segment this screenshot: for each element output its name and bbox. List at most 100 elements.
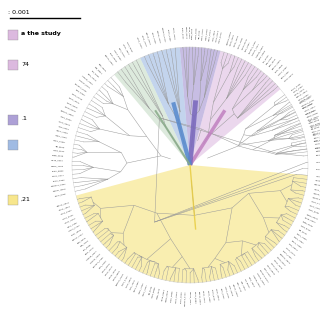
Text: GD01_8293: GD01_8293 bbox=[315, 180, 320, 183]
Text: GD01_7615: GD01_7615 bbox=[58, 205, 71, 211]
Text: ECoV_1716: ECoV_1716 bbox=[310, 201, 320, 206]
Text: ZC45_8484: ZC45_8484 bbox=[194, 291, 196, 303]
Text: MERS_5786: MERS_5786 bbox=[306, 112, 319, 118]
Text: OC43_0312: OC43_0312 bbox=[51, 160, 64, 162]
Text: HKU9_0451: HKU9_0451 bbox=[276, 256, 286, 266]
Text: MHV_5906: MHV_5906 bbox=[288, 243, 298, 252]
Text: 74: 74 bbox=[21, 61, 29, 67]
Text: Rs3_7906: Rs3_7906 bbox=[308, 116, 318, 122]
Text: MHV_7932: MHV_7932 bbox=[314, 139, 320, 142]
Text: IBV_5337: IBV_5337 bbox=[311, 126, 320, 130]
Text: .1: .1 bbox=[21, 116, 27, 122]
Text: FS01_1828: FS01_1828 bbox=[71, 229, 82, 236]
Text: 229E_2975: 229E_2975 bbox=[308, 118, 320, 124]
Text: SC01_6137: SC01_6137 bbox=[211, 289, 215, 301]
Text: ECoV_2405: ECoV_2405 bbox=[302, 102, 314, 109]
Text: SARS_5072: SARS_5072 bbox=[219, 30, 223, 43]
Text: WIV04_1762: WIV04_1762 bbox=[300, 96, 312, 104]
Text: SHC014_7030: SHC014_7030 bbox=[248, 40, 257, 54]
Text: HN01_5721: HN01_5721 bbox=[316, 161, 320, 163]
Text: NL63_9889: NL63_9889 bbox=[152, 286, 156, 298]
Text: HCoV_9609: HCoV_9609 bbox=[314, 142, 320, 145]
Text: CCoV_2277: CCoV_2277 bbox=[52, 174, 64, 177]
Wedge shape bbox=[180, 47, 220, 165]
Text: ZXC21_8107: ZXC21_8107 bbox=[145, 32, 151, 46]
Text: BJ01_0122: BJ01_0122 bbox=[220, 287, 224, 299]
Text: Rp3_7178: Rp3_7178 bbox=[236, 282, 242, 292]
Text: TGEV_4176: TGEV_4176 bbox=[202, 27, 205, 40]
Text: OC43_2800: OC43_2800 bbox=[304, 217, 316, 224]
Text: WIV04_4504: WIV04_4504 bbox=[52, 188, 66, 192]
Text: MERS_9902: MERS_9902 bbox=[306, 213, 318, 220]
Text: HKU4_6477: HKU4_6477 bbox=[270, 262, 279, 273]
Text: YN01_6941: YN01_6941 bbox=[315, 146, 320, 149]
Text: BCoV_8774: BCoV_8774 bbox=[209, 28, 212, 41]
Text: FS01_5486: FS01_5486 bbox=[314, 138, 320, 142]
Text: 229E_2340: 229E_2340 bbox=[302, 221, 314, 228]
Text: SHC014_0721: SHC014_0721 bbox=[74, 83, 88, 93]
Text: BCoV_4303: BCoV_4303 bbox=[55, 130, 68, 134]
Text: ZXC21_0940: ZXC21_0940 bbox=[56, 201, 70, 207]
Text: TGEV_4435: TGEV_4435 bbox=[296, 232, 307, 240]
Text: HKU9_2850: HKU9_2850 bbox=[113, 270, 121, 281]
Text: Rs3_2788: Rs3_2788 bbox=[265, 55, 273, 65]
Text: HKU5_6391: HKU5_6391 bbox=[66, 101, 78, 108]
Text: GX01_5160: GX01_5160 bbox=[60, 209, 73, 215]
Text: TGEV_0267: TGEV_0267 bbox=[311, 128, 320, 133]
Text: bat-SL_1559: bat-SL_1559 bbox=[272, 59, 282, 70]
Text: WIV04_4717: WIV04_4717 bbox=[313, 192, 320, 197]
Text: PEDV_4932: PEDV_4932 bbox=[312, 132, 320, 136]
Text: MHV_7669: MHV_7669 bbox=[212, 29, 216, 41]
Text: ZC45_6069: ZC45_6069 bbox=[298, 93, 309, 101]
Text: GD01_2730: GD01_2730 bbox=[140, 35, 147, 47]
Text: 229E_2450: 229E_2450 bbox=[192, 27, 194, 39]
Text: LYRa11_3459: LYRa11_3459 bbox=[255, 272, 265, 285]
Text: SC01_2229: SC01_2229 bbox=[62, 213, 74, 220]
Text: BCoV_6882: BCoV_6882 bbox=[134, 280, 140, 292]
Text: MERS_8171: MERS_8171 bbox=[185, 26, 187, 39]
Text: CCoV_7967: CCoV_7967 bbox=[304, 106, 316, 112]
Text: PEDV_4452: PEDV_4452 bbox=[293, 236, 305, 244]
Text: HKU9_5024: HKU9_5024 bbox=[64, 106, 76, 113]
Text: ZXC21_1501: ZXC21_1501 bbox=[296, 90, 309, 99]
Text: ZXC21_6360: ZXC21_6360 bbox=[198, 291, 201, 305]
Text: BCoV_7628: BCoV_7628 bbox=[291, 239, 302, 248]
Text: IBV_1453: IBV_1453 bbox=[198, 29, 201, 39]
Bar bbox=[8, 30, 18, 40]
Text: IBV_9524: IBV_9524 bbox=[55, 145, 65, 148]
Text: WS1_9251: WS1_9251 bbox=[244, 41, 251, 52]
Text: GX01_4243: GX01_4243 bbox=[136, 37, 142, 49]
Text: YN01_0590: YN01_0590 bbox=[278, 66, 288, 76]
Text: NL63_8464: NL63_8464 bbox=[310, 122, 320, 127]
Text: SC01_4695: SC01_4695 bbox=[316, 168, 320, 170]
Text: FS01_6019: FS01_6019 bbox=[228, 285, 233, 297]
Text: Rs3_7808: Rs3_7808 bbox=[240, 280, 246, 291]
Text: BatCoV_5103: BatCoV_5103 bbox=[116, 272, 125, 285]
Bar bbox=[8, 195, 18, 205]
Text: HKU3_8754: HKU3_8754 bbox=[101, 262, 110, 273]
Text: bat-SL_6981: bat-SL_6981 bbox=[104, 54, 113, 66]
Text: HCoV_3534: HCoV_3534 bbox=[125, 276, 132, 288]
Text: GX01_5961: GX01_5961 bbox=[292, 84, 304, 93]
Text: SARS_2383: SARS_2383 bbox=[315, 145, 320, 148]
Text: BatCoV_8899: BatCoV_8899 bbox=[315, 148, 320, 152]
Text: bat-SL_1918: bat-SL_1918 bbox=[232, 283, 238, 297]
Text: HN01_2756: HN01_2756 bbox=[64, 217, 76, 224]
Text: CCoV_4409: CCoV_4409 bbox=[172, 27, 175, 40]
Text: RaTG13_9079: RaTG13_9079 bbox=[161, 26, 165, 42]
Text: Rm1_5245: Rm1_5245 bbox=[86, 73, 96, 82]
Text: SHC014_4405: SHC014_4405 bbox=[92, 256, 104, 268]
Text: IBV_6446: IBV_6446 bbox=[148, 285, 152, 295]
Text: YN01_9497: YN01_9497 bbox=[113, 49, 121, 60]
Text: BCoV_9219: BCoV_9219 bbox=[313, 135, 320, 139]
Text: CCoV_5468: CCoV_5468 bbox=[175, 290, 178, 303]
Text: HKU4_3111: HKU4_3111 bbox=[105, 265, 114, 276]
Text: ECoV_2359: ECoV_2359 bbox=[52, 179, 65, 182]
Text: RaTG13_6717: RaTG13_6717 bbox=[185, 291, 187, 307]
Text: FS01_4890: FS01_4890 bbox=[275, 63, 284, 73]
Text: MERS_5203: MERS_5203 bbox=[165, 289, 169, 302]
Text: HN01_1510: HN01_1510 bbox=[121, 44, 129, 55]
Text: OC43_6854: OC43_6854 bbox=[161, 288, 165, 301]
Text: YN01_2723: YN01_2723 bbox=[68, 225, 80, 232]
Text: OC43_0540: OC43_0540 bbox=[188, 26, 190, 39]
